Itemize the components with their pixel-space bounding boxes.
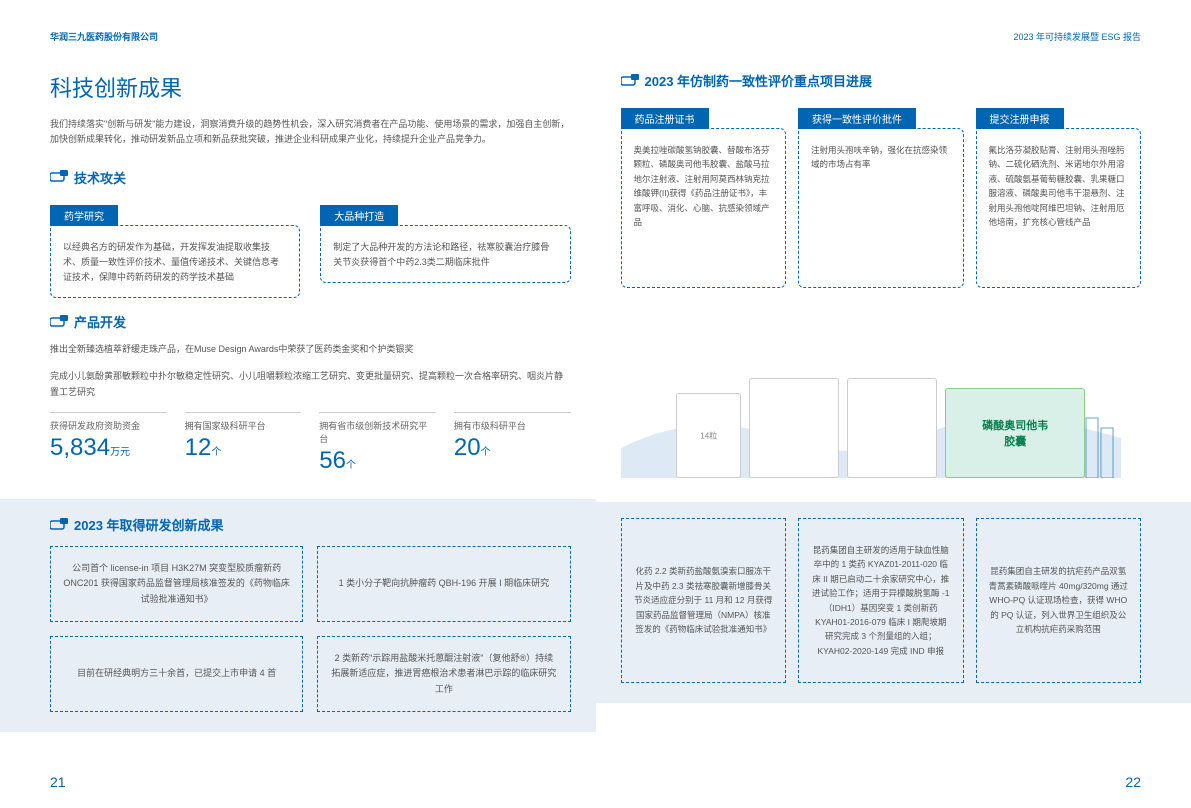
tech-box-2: 大品种打造 制定了大品种开发的方法论和路径，祛寒胶囊治疗膝骨关节炎获得首个中药2… xyxy=(320,205,570,299)
page-number-left: 21 xyxy=(50,774,66,790)
section-icon xyxy=(50,170,68,184)
product-text-1: 推出全新臻选植萃舒缓走珠产品，在Muse Design Awards中荣获了医药… xyxy=(50,341,571,357)
generic-box-1: 药品注册证书 奥美拉唑碳酸氢钠胶囊、替酸布洛芬颗粒、磷酸奥司他韦胶囊、盐酸马拉地… xyxy=(621,108,787,288)
tech-section-header: 技术攻关 xyxy=(50,168,571,187)
product-dev-header: 产品开发 xyxy=(50,312,571,331)
tag-content: 注射用头孢呋辛钠，强化在抗感染领域的市场占有率 xyxy=(798,128,964,288)
generic-box-3: 提交注册申报 氟比洛芬凝胶贴膏、注射用头孢唑肟钠、二硫化硒洗剂、米诺地尔外用溶液… xyxy=(976,108,1142,288)
page-number-right: 22 xyxy=(1125,774,1141,790)
generic-boxes: 药品注册证书 奥美拉唑碳酸氢钠胶囊、替酸布洛芬颗粒、磷酸奥司他韦胶囊、盐酸马拉地… xyxy=(621,100,1142,288)
tech-boxes: 药学研究 以经典名方的研发作为基础，开发挥发油提取收集技术、质量一致性评价技术、… xyxy=(50,197,571,299)
achievements-title: 2023 年取得研发创新成果 xyxy=(74,515,224,534)
generic-section-header: 2023 年仿制药一致性评价重点项目进展 xyxy=(621,71,1142,90)
stat-value: 56 xyxy=(319,447,346,474)
stat-value: 12 xyxy=(185,434,212,461)
achievements-band-right: 化药 2.2 类新药盐酸氨溴索口服冻干片及中药 2.3 类祛寒胶囊新增膝骨关节炎… xyxy=(596,502,1191,703)
product-dev-title: 产品开发 xyxy=(74,312,126,331)
right-achievements: 化药 2.2 类新药盐酸氨溴索口服冻干片及中药 2.3 类祛寒胶囊新增膝骨关节炎… xyxy=(621,518,1142,683)
achievements-header: 2023 年取得研发创新成果 xyxy=(50,515,571,534)
company-header: 华润三九医药股份有限公司 xyxy=(50,30,571,43)
product-box-2 xyxy=(749,378,839,478)
stat-2: 拥有国家级科研平台 12个 xyxy=(185,412,302,475)
stat-label: 拥有省市级创新技术研究平台 xyxy=(319,419,436,445)
main-title: 科技创新成果 xyxy=(50,71,571,103)
tag-content: 以经典名方的研发作为基础，开发挥发油提取收集技术、质量一致性评价技术、量值传递技… xyxy=(50,225,300,299)
achievement-item: 昆药集团自主研发的抗疟药产品双氢青蒿素磷酸哌喹片 40mg/320mg 通过 W… xyxy=(976,518,1142,683)
tag-label: 药品注册证书 xyxy=(621,108,709,129)
stat-value: 5,834 xyxy=(50,434,110,461)
achievement-item: 公司首个 license-in 项目 H3K27M 突变型胶质瘤新药 ONC20… xyxy=(50,546,303,622)
tag-label: 提交注册申报 xyxy=(976,108,1064,129)
product-box-4: 磷酸奥司他韦胶囊 xyxy=(945,388,1085,478)
stat-unit: 万元 xyxy=(110,447,130,458)
stat-1: 获得研发政府资助资金 5,834万元 xyxy=(50,412,167,475)
stat-label: 拥有市级科研平台 xyxy=(454,419,571,432)
generic-box-2: 获得一致性评价批件 注射用头孢呋辛钠，强化在抗感染领域的市场占有率 xyxy=(798,108,964,288)
right-page: 2023 年可持续发展暨 ESG 报告 2023 年仿制药一致性评价重点项目进展… xyxy=(596,0,1191,808)
product-label: 磷酸奥司他韦胶囊 xyxy=(981,417,1050,449)
product-box-3 xyxy=(847,378,937,478)
left-page: 华润三九医药股份有限公司 科技创新成果 我们持续落实"创新与研发"能力建设，洞察… xyxy=(0,0,596,808)
tag-content: 氟比洛芬凝胶贴膏、注射用头孢唑肟钠、二硫化硒洗剂、米诺地尔外用溶液、硫酸氨基葡萄… xyxy=(976,128,1142,288)
report-header: 2023 年可持续发展暨 ESG 报告 xyxy=(621,30,1142,43)
stat-3: 拥有省市级创新技术研究平台 56个 xyxy=(319,412,436,475)
tag-label: 药学研究 xyxy=(50,205,118,226)
tag-content: 奥美拉唑碳酸氢钠胶囊、替酸布洛芬颗粒、磷酸奥司他韦胶囊、盐酸马拉地尔注射液、注射… xyxy=(621,128,787,288)
stat-unit: 个 xyxy=(481,447,491,458)
section-icon xyxy=(621,74,639,88)
stat-4: 拥有市级科研平台 20个 xyxy=(454,412,571,475)
tech-box-1: 药学研究 以经典名方的研发作为基础，开发挥发油提取收集技术、质量一致性评价技术、… xyxy=(50,205,300,299)
achievement-item: 2 类新药"示踪用盐酸米托蒽醌注射液"（复他舒®）持续拓展新适应症，推进胃癌根治… xyxy=(317,636,570,712)
stat-label: 获得研发政府资助资金 xyxy=(50,419,167,432)
tag-label: 获得一致性评价批件 xyxy=(798,108,916,129)
intro-text: 我们持续落实"创新与研发"能力建设，洞察消费升级的趋势性机会，深入研究消费者在产… xyxy=(50,117,571,148)
achievement-item: 化药 2.2 类新药盐酸氨溴索口服冻干片及中药 2.3 类祛寒胶囊新增膝骨关节炎… xyxy=(621,518,787,683)
tag-content: 制定了大品种开发的方法论和路径，祛寒胶囊治疗膝骨关节炎获得首个中药2.3类二期临… xyxy=(320,225,570,284)
tag-label: 大品种打造 xyxy=(320,205,398,226)
stat-unit: 个 xyxy=(211,447,221,458)
product-image-area: 14粒 磷酸奥司他韦胶囊 xyxy=(621,308,1142,478)
achievement-item: 目前在研经典明方三十余首，已提交上市申请 4 首 xyxy=(50,636,303,712)
tech-title: 技术攻关 xyxy=(74,168,126,187)
stat-unit: 个 xyxy=(346,460,356,471)
stats-row: 获得研发政府资助资金 5,834万元 拥有国家级科研平台 12个 拥有省市级创新… xyxy=(50,412,571,475)
achievements-band: 2023 年取得研发创新成果 公司首个 license-in 项目 H3K27M… xyxy=(0,499,596,732)
product-box-1: 14粒 xyxy=(676,393,741,478)
section-icon xyxy=(50,518,68,532)
section-icon xyxy=(50,315,68,329)
product-text-2: 完成小儿氨酚黄那敏颗粒中扑尔敏稳定性研究、小儿咀嚼颗粒浓缩工艺研究、变更批量研究… xyxy=(50,368,571,400)
achievement-item: 昆药集团自主研发的适用于缺血性脑卒中的 1 类药 KYAZ01-2011-020… xyxy=(798,518,964,683)
stat-label: 拥有国家级科研平台 xyxy=(185,419,302,432)
achievement-grid: 公司首个 license-in 项目 H3K27M 突变型胶质瘤新药 ONC20… xyxy=(50,546,571,712)
achievement-item: 1 类小分子靶向抗肿瘤药 QBH-196 开展 I 期临床研究 xyxy=(317,546,570,622)
generic-title: 2023 年仿制药一致性评价重点项目进展 xyxy=(645,71,873,90)
stat-value: 20 xyxy=(454,434,481,461)
